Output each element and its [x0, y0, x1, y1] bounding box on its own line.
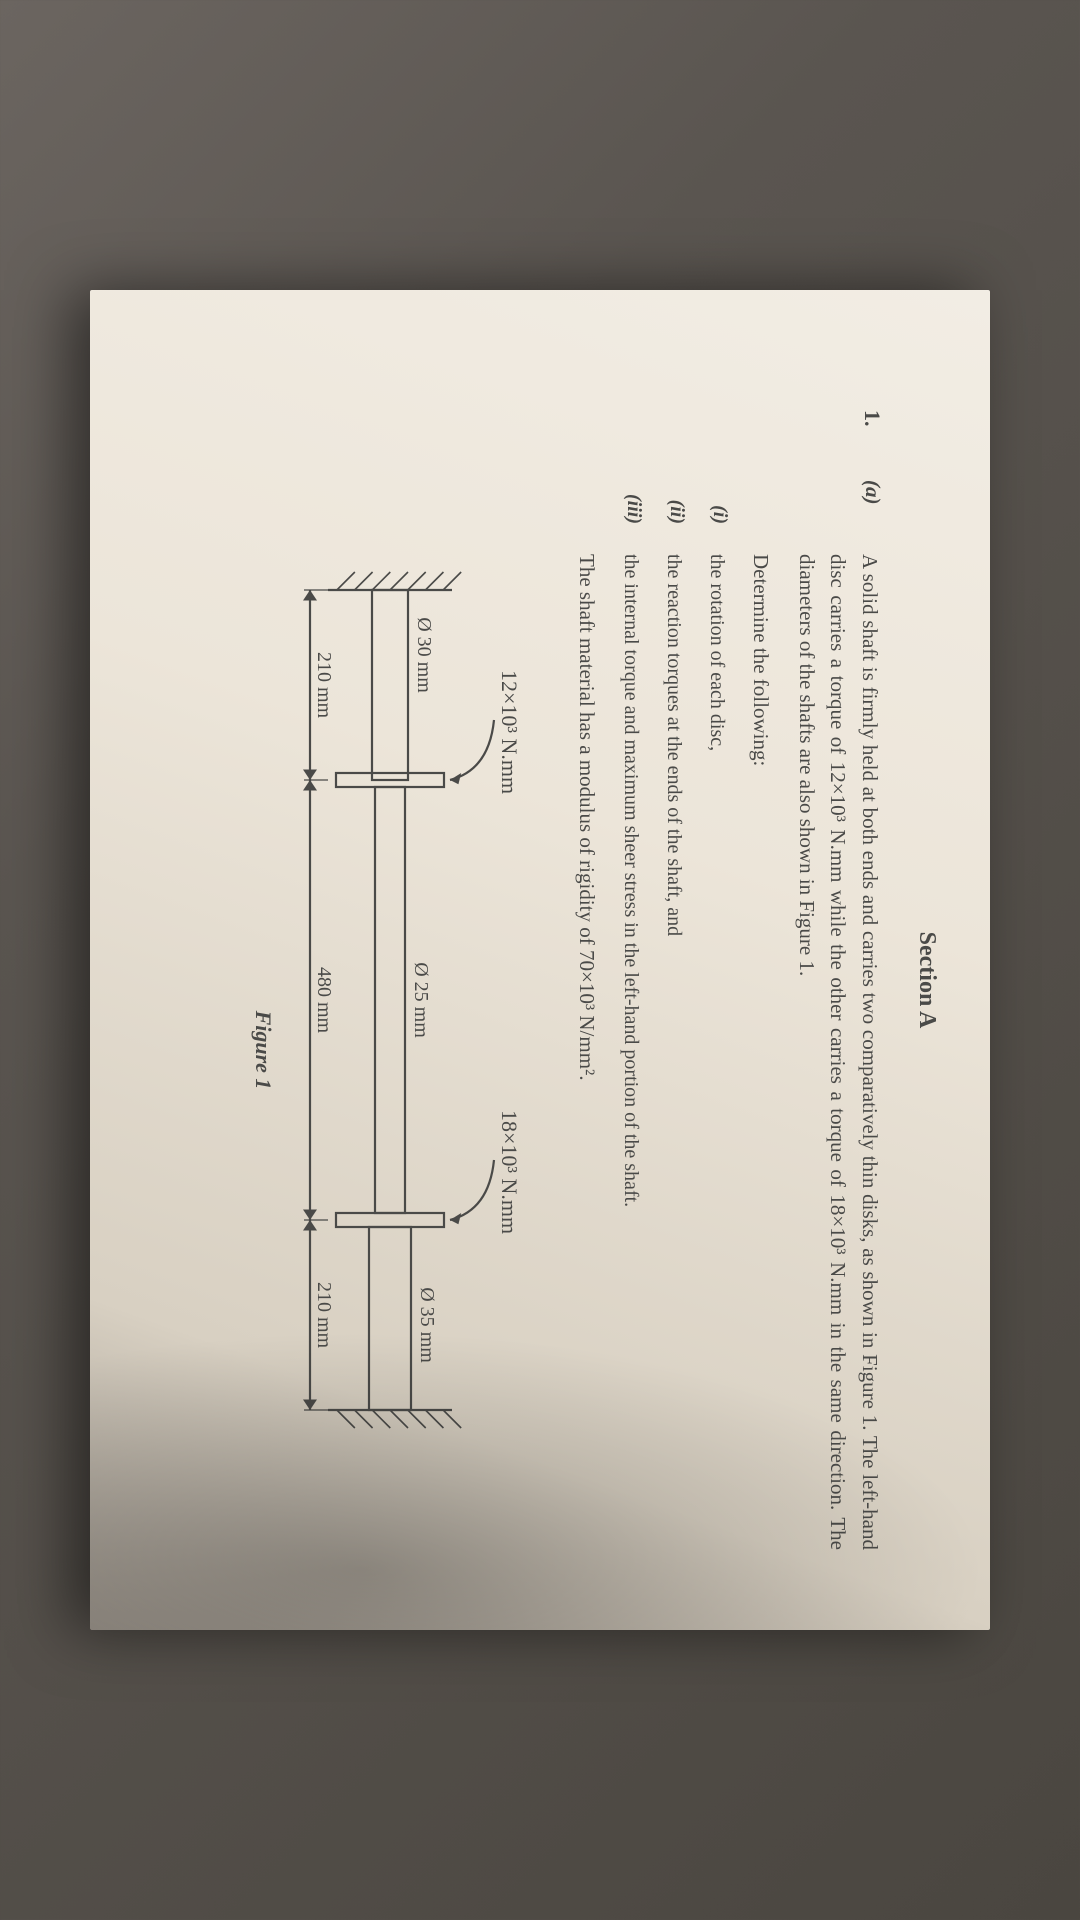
- subpart-label: (iii): [616, 480, 645, 524]
- rotated-paper-container: Section A 1. (a) A solid shaft is firmly…: [0, 420, 1080, 1500]
- svg-text:480 mm: 480 mm: [314, 967, 336, 1034]
- question-intro-row: 1. (a) A solid shaft is firmly held at b…: [791, 410, 886, 1550]
- svg-text:210 mm: 210 mm: [314, 652, 336, 719]
- section-heading: Section A: [913, 410, 940, 1550]
- subpart-row: (iii) the internal torque and maximum she…: [616, 410, 645, 1550]
- svg-text:Ø 25 mm: Ø 25 mm: [411, 962, 433, 1038]
- determine-text: Determine the following:: [745, 554, 777, 1550]
- subpart-label: (ii): [659, 480, 688, 524]
- subpart-text: the reaction torques at the ends of the …: [659, 554, 688, 1550]
- material-note-row: The shaft material has a modulus of rigi…: [571, 410, 603, 1550]
- subpart-label: (i): [702, 480, 731, 524]
- svg-text:18×10³ N.mm: 18×10³ N.mm: [498, 1110, 523, 1234]
- svg-text:210 mm: 210 mm: [314, 1282, 336, 1349]
- problem-statement: A solid shaft is firmly held at both end…: [791, 554, 886, 1550]
- subpart-text: the internal torque and maximum sheer st…: [616, 554, 645, 1550]
- shaft-diagram-svg: 12×10³ N.mm 18×10³ N.mm Ø 30 mm Ø 25 mm Ø 35…: [281, 550, 541, 1550]
- svg-text:12×10³ N.mm: 12×10³ N.mm: [498, 670, 523, 794]
- subpart-row: (i) the rotation of each disc,: [702, 410, 731, 1550]
- material-note: The shaft material has a modulus of rigi…: [571, 554, 603, 1550]
- question-number: 1.: [791, 410, 886, 450]
- exam-paper: Section A 1. (a) A solid shaft is firmly…: [90, 290, 990, 1630]
- subparts-list: (i) the rotation of each disc, (ii) the rea…: [616, 410, 731, 1550]
- determine-row: Determine the following:: [745, 410, 777, 1550]
- part-letter: (a): [791, 480, 886, 524]
- subpart-row: (ii) the reaction torques at the ends of …: [659, 410, 688, 1550]
- svg-text:Ø 35 mm: Ø 35 mm: [417, 1287, 439, 1363]
- figure-caption: Figure 1: [251, 550, 277, 1550]
- svg-text:Ø 30 mm: Ø 30 mm: [414, 617, 436, 693]
- subpart-text: the rotation of each disc,: [702, 554, 731, 1550]
- figure-1-diagram: 12×10³ N.mm 18×10³ N.mm Ø 30 mm Ø 25 mm Ø 35…: [281, 550, 541, 1550]
